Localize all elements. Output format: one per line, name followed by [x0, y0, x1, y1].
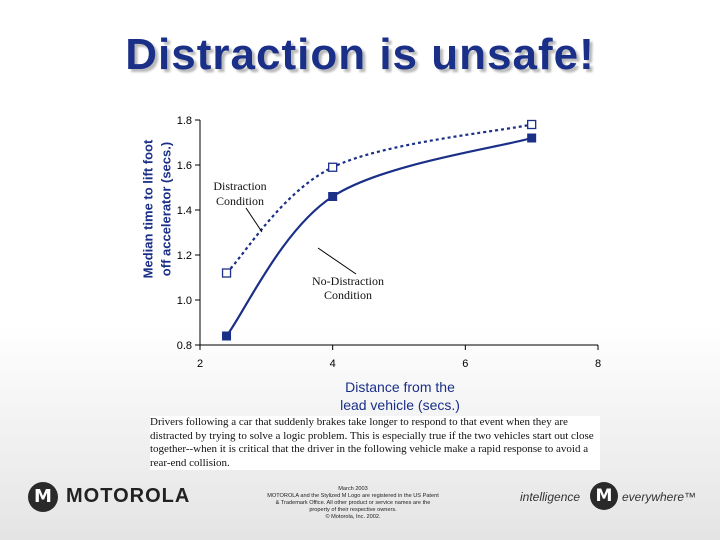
data-point-filled-square [222, 331, 232, 341]
legal-notice: March 2003 MOTOROLA and the Stylized M L… [258, 486, 448, 521]
series-line-1 [225, 123, 532, 274]
data-point-open-square [527, 119, 537, 130]
data-point-filled-square [328, 192, 338, 201]
chart-caption: Drivers following a car that suddenly br… [150, 416, 600, 470]
motorola-logo-icon: M [28, 482, 58, 512]
legal-line: & Trademark Office. All other product or… [275, 500, 431, 506]
y-tick-label: 1.2 [177, 250, 192, 262]
line-chart: 0.81.01.21.41.61.82 4 6 8DistractionConditi… [177, 115, 601, 370]
annotation-distraction-line-2: Condition [216, 194, 264, 208]
data-point-open-square [221, 268, 232, 278]
motorola-logo-icon-small: M [590, 482, 618, 510]
brand-wordmark: MOTOROLA [66, 485, 191, 507]
tagline-intelligence: intelligence [520, 490, 581, 504]
x-tick-label: 2 [197, 358, 203, 370]
y-tick-label: 0.8 [177, 340, 192, 352]
legal-line: property of their respective owners. [309, 507, 397, 513]
x-tick-label: 6 [462, 358, 468, 370]
annotation-leader-distraction [245, 207, 263, 233]
x-tick-label: 4 [330, 358, 336, 370]
annotation-distraction-line-1: Distraction [213, 179, 266, 193]
data-point-filled-square [527, 133, 537, 143]
x-tick-label: 8 [595, 358, 601, 370]
annotation-leader-no-distraction [317, 247, 357, 275]
annotation-no-distraction-line-2: Condition [324, 288, 372, 302]
data-point-open-square [328, 162, 338, 172]
y-tick-label: 1.6 [177, 160, 192, 172]
tagline-everywhere: everywhere™ [622, 490, 697, 504]
legal-line: MOTOROLA and the Stylized M Logo are reg… [267, 493, 439, 499]
x-axis-label-line-2: lead vehicle (secs.) [340, 397, 460, 413]
annotation-no-distraction-line-1: No-Distraction [312, 274, 384, 288]
series-line-2 [225, 136, 532, 337]
y-tick-label: 1.4 [177, 205, 192, 217]
legal-line: © Motorola, Inc. 2002. [325, 514, 381, 520]
y-tick-label: 1.0 [177, 295, 192, 307]
y-tick-label: 1.8 [177, 115, 192, 127]
slide-title: Distraction is unsafe! [125, 30, 595, 79]
x-axis-label: Distance from the lead vehicle (secs.) [290, 378, 510, 414]
x-axis-label-line-1: Distance from the [345, 379, 455, 395]
legal-line: March 2003 [338, 486, 368, 492]
